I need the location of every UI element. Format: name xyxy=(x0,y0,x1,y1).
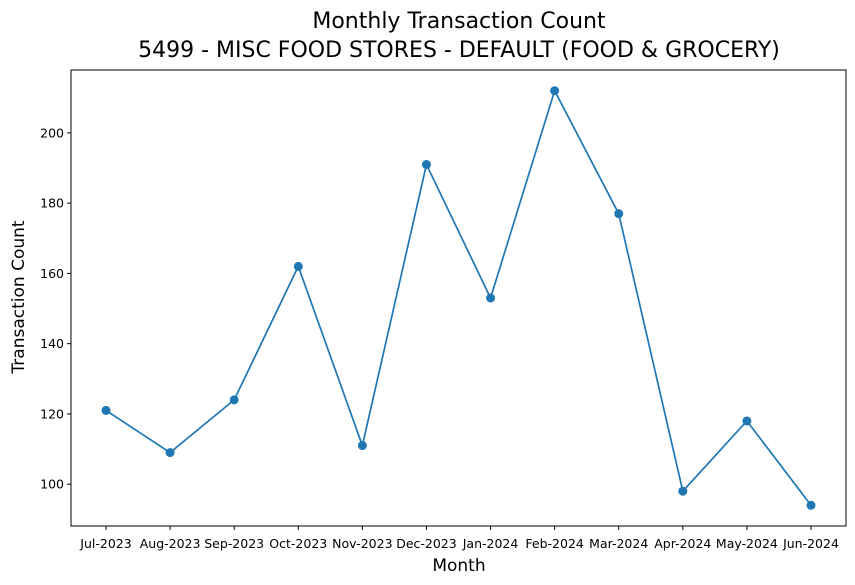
data-point xyxy=(357,441,367,451)
y-tick-label: 120 xyxy=(40,406,64,421)
data-point xyxy=(101,405,111,415)
data-point xyxy=(678,486,688,496)
x-tick-label: Apr-2024 xyxy=(654,536,711,551)
x-tick-label: Jan-2024 xyxy=(462,536,519,551)
x-tick-label: May-2024 xyxy=(716,536,778,551)
y-tick-label: 160 xyxy=(40,266,64,281)
data-point xyxy=(229,395,239,405)
y-axis-label: Transaction Count xyxy=(9,220,29,374)
chart-subtitle: 5499 - MISC FOOD STORES - DEFAULT (FOOD … xyxy=(138,38,780,63)
data-point xyxy=(421,160,431,170)
plot-area: 100 120 140 160 180 200 Jul-2023 Aug-2023 Sep-20… xyxy=(40,69,847,551)
x-tick-label: Jul-2023 xyxy=(79,536,131,551)
x-tick-label: Jun-2024 xyxy=(782,536,839,551)
x-tick-label: Nov-2023 xyxy=(332,536,392,551)
data-point xyxy=(550,86,560,96)
x-axis-label: Month xyxy=(432,556,485,576)
x-tick-label: Dec-2023 xyxy=(396,536,457,551)
data-point xyxy=(742,416,752,426)
x-tick-label: Sep-2023 xyxy=(204,536,264,551)
data-point xyxy=(165,448,175,458)
series-line xyxy=(105,88,812,506)
y-tick-label: 200 xyxy=(40,125,64,140)
axes-frame xyxy=(70,69,847,527)
y-tick-label: 180 xyxy=(40,196,64,211)
x-tick-label: Oct-2023 xyxy=(269,536,327,551)
y-tick-label: 140 xyxy=(40,336,64,351)
data-point xyxy=(293,261,303,271)
data-point xyxy=(486,293,496,303)
y-tick-label: 100 xyxy=(40,477,64,492)
x-tick-label: Feb-2024 xyxy=(525,536,584,551)
x-tick-label: Mar-2024 xyxy=(589,536,648,551)
data-point xyxy=(614,209,624,219)
chart-title: Monthly Transaction Count xyxy=(312,9,606,34)
x-tick-label: Aug-2023 xyxy=(140,536,201,551)
data-point xyxy=(806,500,816,510)
